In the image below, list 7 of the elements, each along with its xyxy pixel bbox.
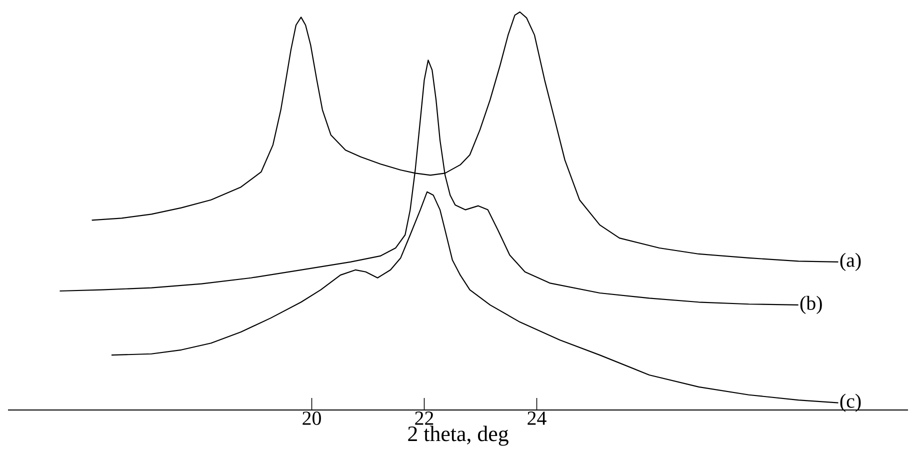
x-tick-label: 24 xyxy=(528,412,546,425)
series-label: (b) xyxy=(800,296,822,314)
series-label: (a) xyxy=(840,252,861,271)
x-tick-label: 22 xyxy=(415,412,434,425)
x-tick-label: 20 xyxy=(302,412,321,425)
series-label: (c) xyxy=(840,394,861,412)
x-axis-title: 2 theta, deg xyxy=(408,426,508,446)
